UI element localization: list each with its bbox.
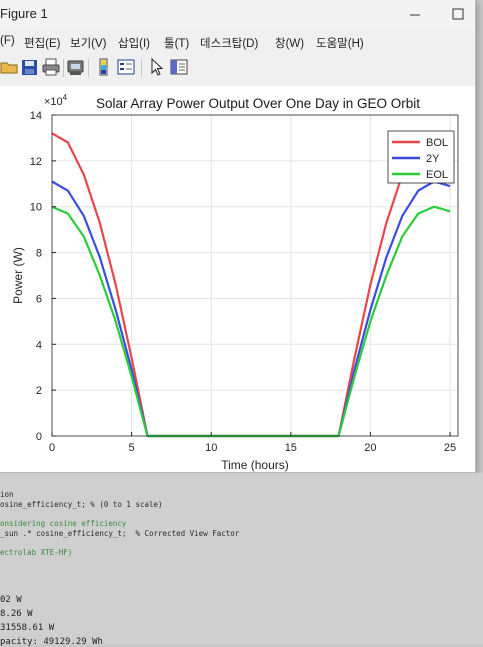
console-line: osine_efficiency_t; % (0 to 1 scale): [0, 500, 163, 509]
x-tick-label: 25: [444, 442, 456, 454]
x-tick-label: 20: [364, 442, 376, 454]
print-preview-icon[interactable]: [66, 57, 86, 77]
menu-window[interactable]: 창(W): [275, 38, 305, 50]
save-icon[interactable]: [20, 57, 40, 77]
y-axis-label: Power (W): [11, 247, 25, 304]
x-tick-label: 0: [49, 442, 55, 454]
menu-view[interactable]: 보기(V): [70, 38, 107, 50]
console-line: onsidering cosine efficiency: [0, 519, 127, 528]
y-exponent-power: 4: [63, 93, 68, 102]
toolbar: [0, 55, 475, 81]
menu-help[interactable]: 도움말(H): [316, 38, 364, 50]
x-tick-label: 5: [129, 442, 135, 454]
y-tick-label: 0: [36, 431, 42, 443]
console-line: ectrolab XTE-HF): [0, 548, 73, 557]
console-output-line: 31558.61 W: [0, 623, 55, 633]
console-output-line: pacity: 49129.29 Wh: [0, 637, 103, 647]
menu-bar: (F) 편집(E) 보기(V) 삽입(I) 툴(T) 데스크탑(D) 창(W) …: [0, 32, 475, 54]
y-tick-label: 6: [36, 293, 42, 305]
menu-file[interactable]: (F): [0, 35, 15, 47]
pointer-icon[interactable]: [147, 57, 167, 77]
figure-window: Figure 1 (F) 편집(E) 보기(V) 삽입(I) 툴(T) 데스크탑…: [0, 0, 476, 473]
title-bar[interactable]: Figure 1: [0, 0, 475, 28]
menu-desktop[interactable]: 데스크탑(D): [200, 38, 259, 50]
y-tick-label: 10: [30, 202, 42, 214]
open-icon[interactable]: [0, 57, 20, 77]
axes-box: [51, 114, 459, 437]
property-editor-icon[interactable]: [169, 57, 189, 77]
x-axis-label: Time (hours): [221, 458, 289, 472]
y-exponent-label: ×104: [44, 93, 68, 108]
colorbar-icon[interactable]: [94, 57, 114, 77]
window-title: Figure 1: [0, 6, 48, 21]
legend-label-bol: BOL: [426, 137, 448, 149]
console-output-line: 8.26 W: [0, 609, 33, 619]
y-tick-label: 12: [30, 156, 42, 168]
y-tick-label: 14: [30, 110, 42, 122]
legend-icon[interactable]: [116, 57, 136, 77]
y-tick-label: 8: [36, 248, 42, 260]
console-output-line: 02 W: [0, 595, 22, 605]
x-tick-label: 15: [285, 442, 297, 454]
y-tick-label: 2: [36, 385, 42, 397]
maximize-icon[interactable]: [446, 5, 470, 23]
chart-title: Solar Array Power Output Over One Day in…: [96, 96, 420, 111]
x-tick-label: 10: [205, 442, 217, 454]
y-tick-label: 4: [36, 339, 42, 351]
menu-insert[interactable]: 삽입(I): [118, 38, 151, 50]
menu-edit[interactable]: 편집(E): [24, 38, 61, 50]
command-window[interactable]: ion osine_efficiency_t; % (0 to 1 scale)…: [0, 473, 483, 647]
menu-tools[interactable]: 툴(T): [164, 38, 190, 50]
legend-label-eol: EOL: [426, 169, 448, 181]
figure-canvas: 0 5 10 15 20 25 0 2 4 6 8 10 12 14 ×104 Solar Array Pow…: [0, 86, 475, 472]
print-icon[interactable]: [41, 57, 61, 77]
console-line: ion: [0, 490, 14, 499]
legend-label-2y: 2Y: [426, 153, 440, 165]
console-line: _sun .* cosine_efficiency_t; % Corrected…: [0, 529, 240, 538]
minimize-icon[interactable]: [403, 5, 427, 23]
chart: 0 5 10 15 20 25 0 2 4 6 8 10 12 14×104 Solar Array Pow…: [11, 93, 459, 472]
